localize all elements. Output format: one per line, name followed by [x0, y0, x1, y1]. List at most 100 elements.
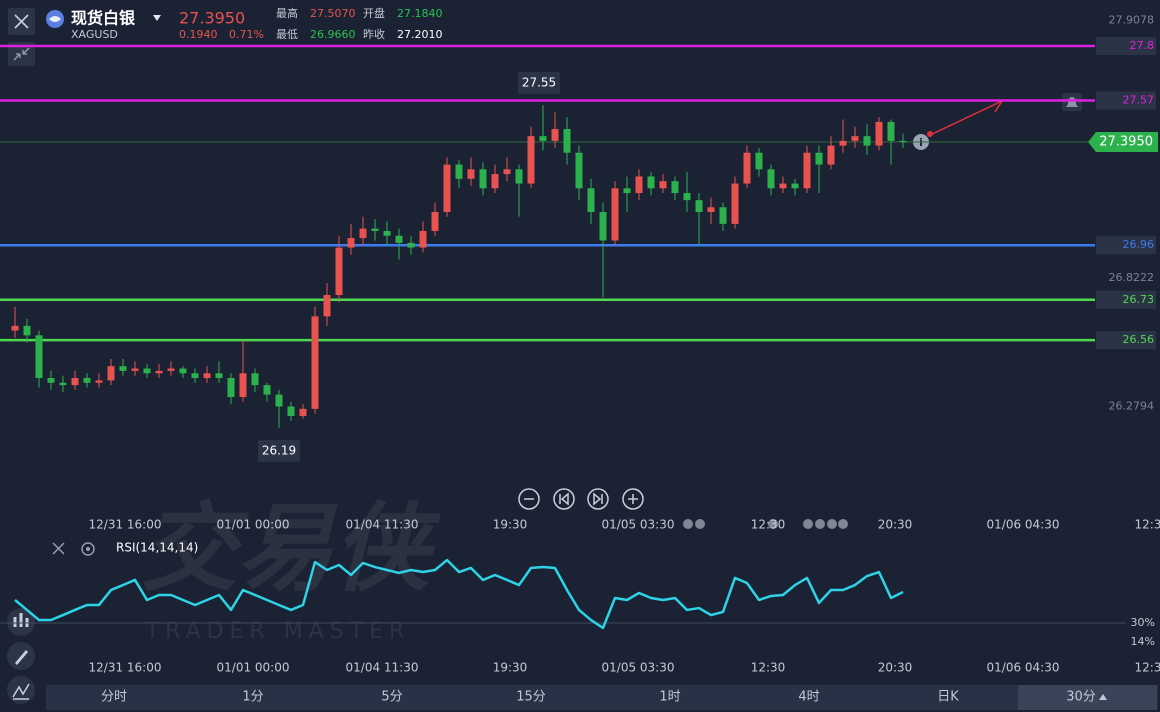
candle-body — [119, 366, 127, 371]
candle-body — [59, 382, 67, 386]
candle-body — [287, 406, 295, 416]
watermark-title: 交易侠 — [141, 492, 441, 604]
event-dot[interactable] — [768, 519, 778, 529]
candle-body — [203, 373, 211, 379]
stat-label: 昨收 — [363, 27, 385, 41]
candle-body — [587, 188, 595, 213]
candle-body — [311, 316, 319, 409]
candle-body — [191, 373, 199, 379]
event-dot[interactable] — [803, 519, 813, 529]
candle-body — [479, 169, 487, 189]
level-tag — [1096, 91, 1156, 110]
zoom-in-icon — [628, 494, 638, 504]
candle-body — [95, 380, 103, 383]
candle-body — [359, 228, 367, 239]
level-label: 26.73 — [1123, 293, 1155, 306]
tab[interactable]: 分时 — [101, 690, 127, 705]
candle-body — [227, 378, 235, 397]
x-tick-label: 01/06 04:30 — [987, 518, 1060, 532]
candle-body — [23, 325, 31, 336]
candle-body — [419, 230, 427, 248]
rsi-close[interactable] — [52, 542, 65, 555]
candle-body — [347, 238, 355, 248]
tool-draw-icon — [15, 650, 28, 665]
candle-body — [527, 136, 535, 184]
candle-body — [455, 164, 463, 179]
candle-body — [575, 152, 583, 189]
low-label-box — [258, 440, 300, 462]
current-price-label: 27.3950 — [1099, 135, 1153, 150]
y-tick-label: 27.9078 — [1109, 13, 1155, 26]
level-label: 26.96 — [1123, 238, 1155, 251]
stat-value: 27.1840 — [397, 7, 443, 20]
candle-body — [767, 169, 775, 189]
candle-body — [35, 335, 43, 379]
tab[interactable]: 5分 — [381, 690, 402, 705]
tab[interactable]: 1分 — [242, 690, 263, 705]
symbol-dropdown[interactable] — [153, 15, 161, 21]
x-tick-label: 01/04 11:30 — [346, 518, 419, 532]
candle-body — [491, 174, 499, 189]
tab-active — [1018, 685, 1157, 710]
x-tick-label: 12:3 — [1135, 518, 1160, 532]
candle-body — [755, 152, 763, 170]
level-tag — [1096, 331, 1156, 350]
candle-body — [647, 176, 655, 189]
next-button[interactable] — [587, 488, 609, 510]
rsi-line — [14, 558, 904, 630]
x-tick-label: 19:30 — [493, 518, 528, 532]
candle-body — [611, 188, 619, 241]
x-tick-label: 01/06 04:30 — [987, 661, 1060, 675]
stat-value: 26.9660 — [310, 28, 356, 41]
tab[interactable]: 30分 — [1066, 690, 1096, 705]
candle-body — [779, 183, 787, 189]
candle-body — [131, 368, 139, 371]
event-dot[interactable] — [815, 519, 825, 529]
candle-body — [431, 212, 439, 231]
candle-body — [695, 200, 703, 213]
symbol-name: 现货白银 — [71, 9, 136, 28]
candle-body — [275, 394, 283, 407]
candle-body — [407, 242, 415, 248]
event-dot[interactable] — [683, 519, 693, 529]
x-tick-label: 01/01 00:00 — [217, 661, 290, 675]
candle-body — [839, 140, 847, 146]
candle-body — [143, 368, 151, 374]
candle-body — [623, 188, 631, 194]
candle-body — [467, 169, 475, 179]
zoom-in-button[interactable] — [622, 488, 644, 510]
x-tick-label: 12/31 16:00 — [89, 661, 162, 675]
candle-body — [47, 378, 55, 383]
zoom-out-button[interactable] — [518, 488, 540, 510]
level-tag — [1096, 37, 1156, 56]
candle-body — [323, 295, 331, 317]
tab[interactable]: 日K — [937, 690, 959, 705]
level-tag — [1096, 236, 1156, 255]
candle-body — [707, 207, 715, 213]
event-dot[interactable] — [695, 519, 705, 529]
stat-label: 最低 — [276, 28, 298, 41]
tab[interactable]: 1时 — [659, 690, 680, 705]
x-tick-label: 01/05 03:30 — [602, 518, 675, 532]
candle-body — [179, 368, 187, 374]
rsi-tick-label: 30% — [1131, 616, 1155, 629]
candle-body — [815, 152, 823, 165]
candle-body — [539, 136, 547, 141]
candle-body — [887, 121, 895, 141]
x-tick-label: 12:3 — [1135, 661, 1160, 675]
tab-caret — [1099, 694, 1107, 700]
rsi-settings[interactable] — [81, 542, 95, 556]
candle-body — [803, 152, 811, 189]
stat-value: 27.5070 — [310, 7, 356, 20]
tab[interactable]: 4时 — [798, 690, 819, 705]
x-tick-label: 20:30 — [878, 518, 913, 532]
event-dot[interactable] — [838, 519, 848, 529]
tab[interactable]: 15分 — [516, 690, 546, 705]
level-label: 27.57 — [1123, 94, 1155, 107]
candle-body — [659, 181, 667, 189]
prev-button[interactable] — [553, 488, 575, 510]
event-dot[interactable] — [827, 519, 837, 529]
candle-body — [155, 370, 163, 374]
candle-body — [599, 212, 607, 241]
